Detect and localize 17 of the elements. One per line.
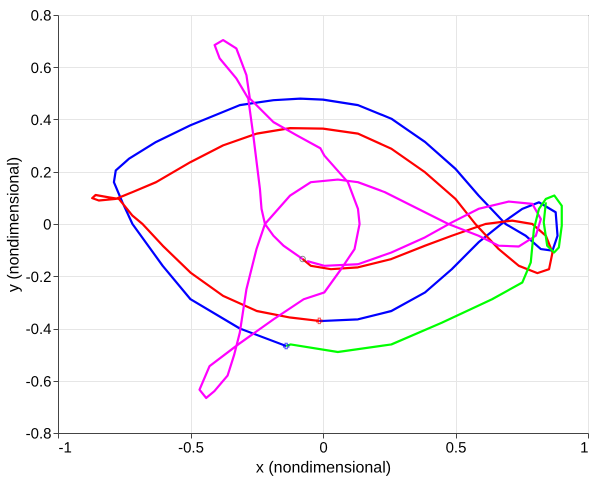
y-tick-label: -0.4 (26, 321, 52, 338)
x-axis-title: x (nondimensional) (256, 460, 392, 476)
y-tick-label: -0.2 (26, 268, 52, 286)
x-tick-label: -0.5 (178, 440, 204, 456)
y-tick-label: 0 (43, 216, 52, 234)
y-axis-title: y (nondimensional) (6, 156, 23, 292)
line-series (198, 38, 542, 400)
y-tick-label: 0.4 (30, 112, 52, 129)
x-tick-label: 1 (580, 440, 588, 456)
x-tick-label: -1 (58, 440, 72, 456)
y-tick-label: -0.6 (26, 373, 52, 390)
x-tick-label: 0 (319, 440, 328, 456)
y-tick-label: 0.2 (30, 164, 52, 182)
y-tick-label: 0.6 (30, 60, 52, 77)
y-tick-label: 0.8 (30, 8, 52, 24)
y-tick-label: -0.8 (26, 426, 52, 442)
x-tick-label: 0.5 (446, 440, 466, 456)
